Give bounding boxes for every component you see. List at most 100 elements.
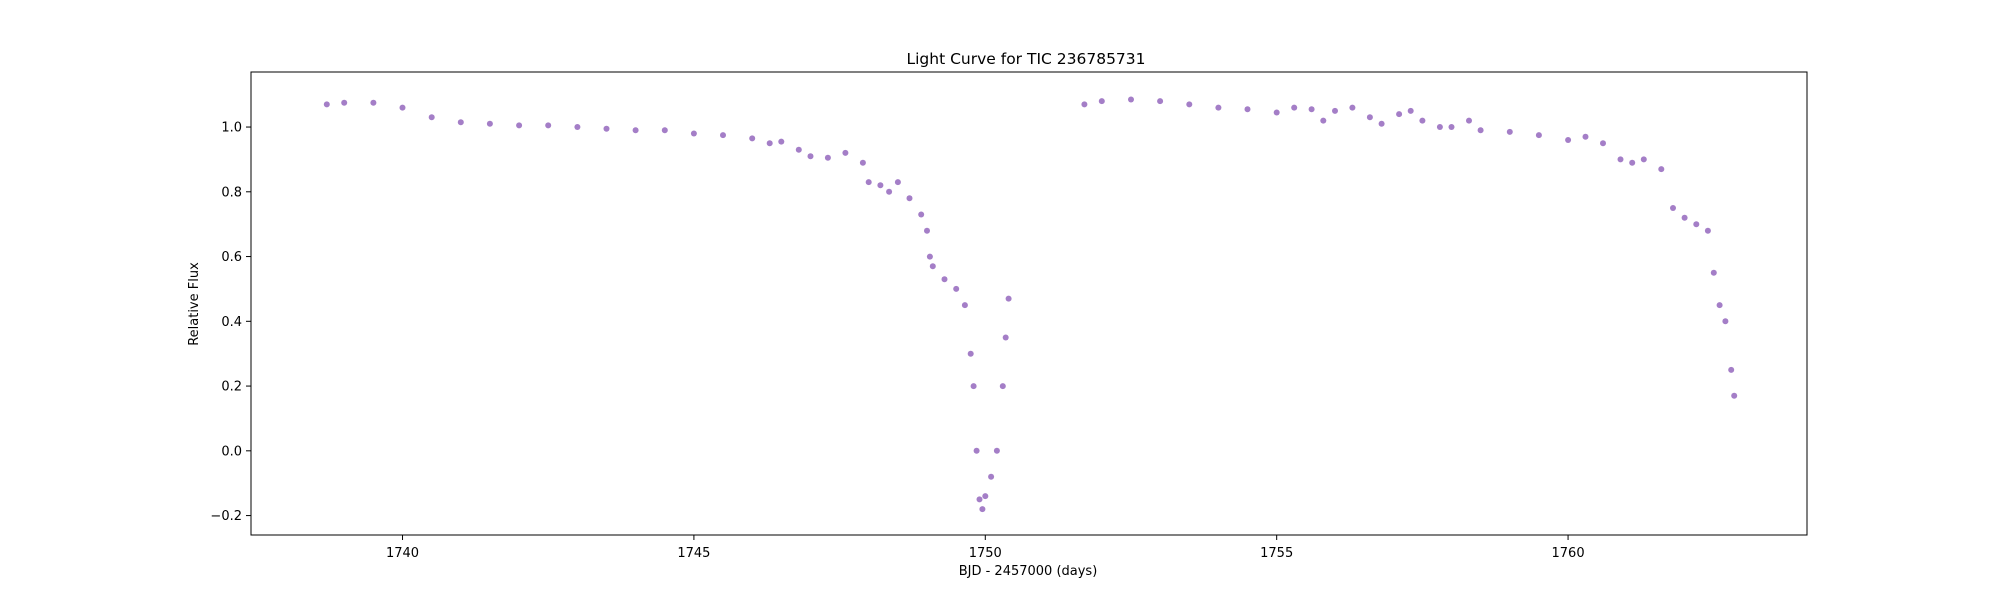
data-point [1670, 205, 1676, 211]
data-point [1128, 96, 1134, 103]
data-point [924, 227, 930, 234]
data-point [842, 149, 849, 156]
data-point [859, 159, 866, 166]
y-tick-label: 0.0 [221, 444, 242, 459]
data-point [1629, 159, 1636, 166]
data-point [1477, 127, 1484, 134]
y-tick-label: −0.2 [210, 509, 242, 524]
data-point [807, 153, 814, 160]
y-tick-label: 0.8 [221, 185, 242, 200]
data-point [766, 140, 773, 147]
data-point [1215, 104, 1222, 111]
data-point [1506, 128, 1513, 135]
x-tick-label: 1755 [1260, 546, 1293, 561]
data-point [778, 138, 785, 145]
data-point [953, 285, 960, 292]
data-point [967, 350, 974, 357]
data-point [988, 473, 995, 480]
y-tick-label: 0.4 [221, 315, 242, 330]
data-point [1157, 98, 1164, 105]
data-point [973, 447, 980, 454]
data-point [926, 253, 933, 260]
data-point [457, 119, 464, 126]
data-point [795, 146, 802, 153]
data-point [1291, 104, 1298, 111]
data-point [877, 182, 884, 189]
data-point [1693, 221, 1700, 228]
data-point [1308, 106, 1315, 113]
data-point [894, 179, 901, 186]
data-point [545, 122, 552, 129]
y-tick-label: 0.2 [221, 380, 242, 395]
data-point [1396, 111, 1403, 118]
data-point [1005, 295, 1012, 302]
x-axis: 1740 1745 1750 1755 1760 [386, 535, 1585, 561]
data-point [979, 506, 986, 513]
data-point [1716, 302, 1723, 309]
data-point [1466, 117, 1472, 124]
data-point [1565, 137, 1572, 143]
data-point [1710, 269, 1717, 276]
data-point [1731, 392, 1738, 399]
x-axis-label: BJD - 2457000 (days) [959, 564, 1098, 579]
data-points [323, 96, 1738, 513]
data-point [1617, 156, 1624, 163]
data-point [574, 124, 581, 130]
data-point [918, 211, 925, 218]
data-point [399, 104, 406, 111]
data-point [690, 130, 697, 137]
data-point [1600, 140, 1606, 147]
data-point [941, 276, 948, 283]
data-point [603, 125, 610, 132]
data-point [1186, 101, 1193, 108]
data-point [1098, 98, 1105, 105]
data-point [1535, 132, 1542, 139]
data-point [1002, 334, 1009, 341]
y-axis-label: Relative Flux [187, 262, 202, 346]
data-point [993, 447, 1000, 454]
series-1 [1081, 96, 1738, 399]
data-point [1722, 318, 1729, 325]
plot-frame [250, 71, 1808, 536]
data-point [1448, 124, 1455, 130]
data-point [1658, 166, 1665, 173]
data-point [1349, 104, 1356, 111]
data-point [1436, 124, 1443, 130]
y-tick-label: 1.0 [221, 121, 242, 136]
data-point [341, 99, 348, 106]
data-point [970, 383, 977, 390]
data-point [824, 154, 831, 161]
y-axis: −0.2 0.0 0.2 0.4 0.6 0.8 1.0 [210, 121, 251, 524]
data-point [1273, 109, 1280, 116]
data-point [999, 383, 1006, 390]
data-point [1640, 156, 1647, 163]
data-point [1081, 101, 1088, 108]
data-point [720, 132, 726, 139]
data-point [961, 302, 968, 309]
data-point [1419, 117, 1426, 124]
data-point [1681, 214, 1688, 221]
data-point [906, 195, 913, 202]
data-point [976, 496, 983, 503]
data-point [370, 99, 377, 106]
data-point [1366, 114, 1373, 121]
data-point [486, 120, 493, 127]
data-point [1332, 107, 1338, 114]
chart-title: Light Curve for TIC 236785731 [906, 50, 1145, 68]
x-tick-label: 1760 [1552, 546, 1585, 561]
data-point [1582, 133, 1589, 140]
data-point [1244, 106, 1251, 113]
data-point [428, 114, 435, 121]
data-point [1320, 117, 1327, 124]
data-point [865, 179, 872, 186]
x-tick-label: 1740 [386, 546, 419, 561]
data-point [661, 127, 668, 134]
data-point [749, 135, 756, 142]
x-tick-label: 1745 [677, 546, 710, 561]
data-point [632, 127, 639, 134]
y-tick-label: 0.6 [221, 250, 242, 265]
data-point [886, 188, 893, 195]
data-point [1704, 227, 1711, 234]
